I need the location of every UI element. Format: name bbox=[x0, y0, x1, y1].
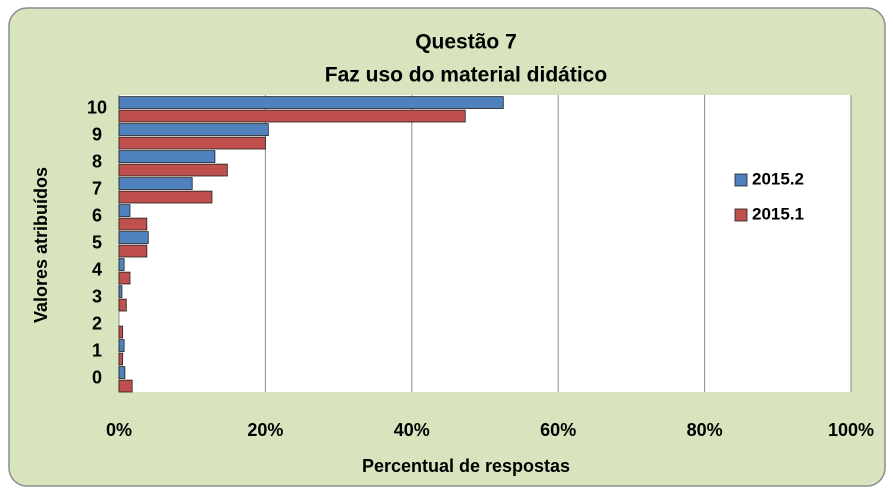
bar bbox=[118, 150, 216, 163]
chart-subtitle: Faz uso do material didático bbox=[325, 64, 607, 87]
bar bbox=[118, 190, 213, 204]
legend-label: 2015.2 bbox=[752, 169, 804, 188]
x-tick-label: 100% bbox=[828, 420, 874, 440]
bar bbox=[118, 163, 228, 177]
x-tick-label: 80% bbox=[687, 420, 723, 440]
bar bbox=[118, 244, 148, 258]
y-tick-label: 10 bbox=[87, 97, 107, 117]
bar bbox=[118, 231, 149, 244]
y-tick-label: 6 bbox=[92, 205, 102, 225]
y-tick-label: 7 bbox=[92, 178, 102, 198]
bar bbox=[118, 271, 131, 285]
bar bbox=[118, 96, 504, 109]
x-tick-label: 40% bbox=[394, 420, 430, 440]
legend-swatch bbox=[734, 173, 748, 187]
bar bbox=[118, 366, 126, 379]
y-tick-label: 4 bbox=[92, 259, 102, 279]
bar bbox=[118, 204, 131, 217]
y-tick-label: 0 bbox=[92, 367, 102, 387]
bar bbox=[118, 123, 269, 136]
bar bbox=[118, 325, 124, 339]
bar bbox=[118, 258, 125, 271]
bar bbox=[118, 217, 148, 231]
x-axis-title: Percentual de respostas bbox=[362, 456, 570, 476]
y-tick-label: 5 bbox=[92, 232, 102, 252]
bar bbox=[118, 352, 124, 366]
legend-label: 2015.1 bbox=[752, 204, 804, 223]
y-tick-label: 1 bbox=[92, 340, 102, 360]
bar bbox=[118, 339, 125, 352]
y-axis-title: Valores atribuídos bbox=[31, 167, 51, 323]
x-tick-label: 60% bbox=[540, 420, 576, 440]
y-tick-label: 2 bbox=[92, 313, 102, 333]
y-tick-label: 9 bbox=[92, 124, 102, 144]
bar bbox=[118, 109, 466, 123]
bar bbox=[118, 298, 127, 312]
bar bbox=[118, 285, 123, 298]
bar bbox=[118, 177, 193, 190]
legend-swatch bbox=[734, 208, 748, 222]
y-tick-label: 8 bbox=[92, 151, 102, 171]
x-tick-label: 20% bbox=[247, 420, 283, 440]
x-tick-label: 0% bbox=[106, 420, 132, 440]
chart-title: Questão 7 bbox=[415, 31, 517, 54]
bar bbox=[118, 379, 133, 393]
y-tick-label: 3 bbox=[92, 286, 102, 306]
bar bbox=[118, 136, 266, 150]
